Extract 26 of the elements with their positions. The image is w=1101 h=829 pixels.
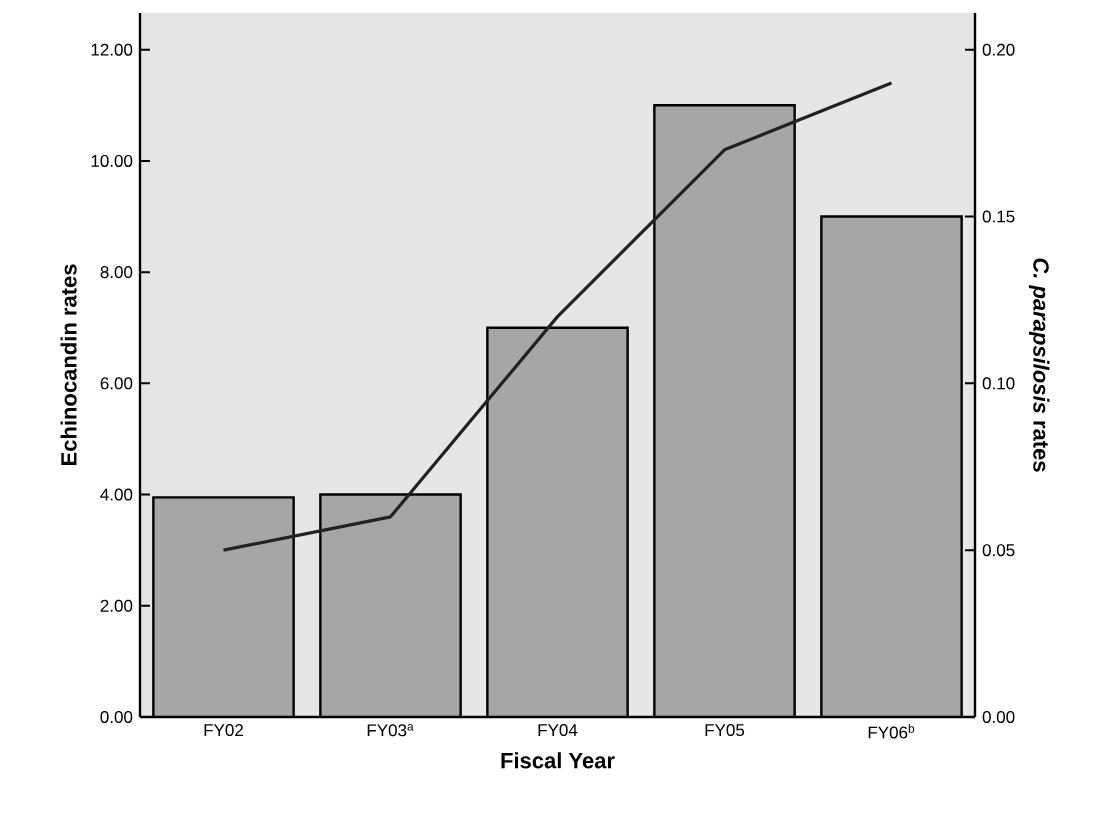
bar <box>654 105 795 717</box>
x-tick-label: FY04 <box>538 724 578 737</box>
y2-tick-label: 0.05 <box>982 544 1015 557</box>
x-tick-label: FY02 <box>204 724 243 737</box>
y-tick-label: 4.00 <box>100 488 133 501</box>
x-tick-label: FY03$^{a}$ <box>367 724 414 737</box>
y-tick-label: 2.00 <box>100 599 133 612</box>
y-tick-label: 12.00 <box>91 43 133 56</box>
y-tick-label: 10.00 <box>91 154 133 167</box>
line-series <box>221 81 894 552</box>
x-axis-title: Fiscal Year <box>501 752 615 769</box>
bar <box>820 215 963 717</box>
y-tick-label: 8.00 <box>100 266 133 279</box>
y2-tick-label: 0.15 <box>982 210 1015 223</box>
y2-tick-label: 0.10 <box>982 377 1015 390</box>
y2-tick-label: 0.20 <box>982 43 1015 56</box>
x-tick-label: FY06$^{b}$ <box>868 724 915 739</box>
bar <box>153 497 294 717</box>
y2-axis-title: C. parapsilosis rates <box>1028 258 1050 472</box>
y-axis-title: Echinocandin rates <box>60 264 77 465</box>
y2-tick-label: 0.00 <box>982 710 1015 724</box>
bar <box>320 494 461 717</box>
bar <box>487 327 628 717</box>
y-tick-label: 6.00 <box>100 377 133 390</box>
x-tick-label: FY05 <box>705 724 745 737</box>
y-tick-label: 0.00 <box>100 710 133 724</box>
